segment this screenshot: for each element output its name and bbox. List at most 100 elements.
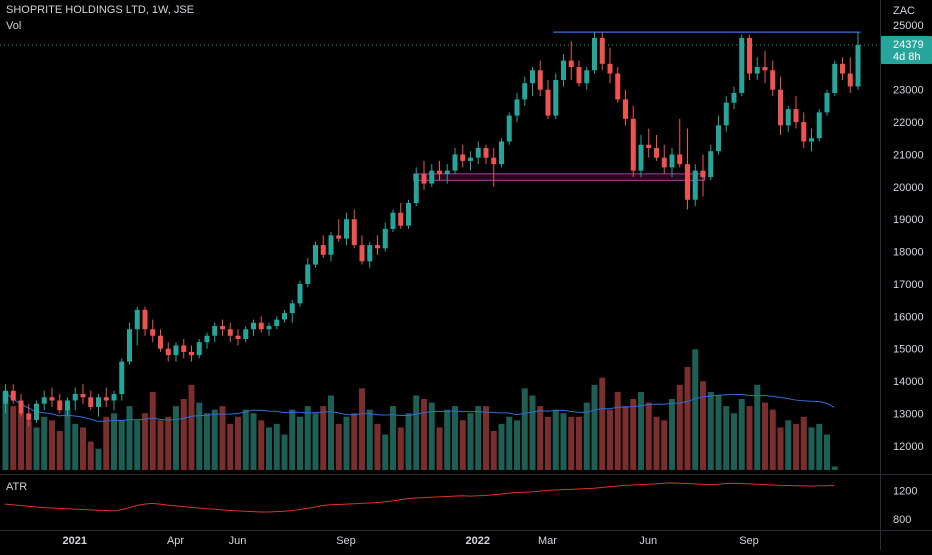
candle-body (189, 351, 194, 356)
volume-bar (638, 391, 644, 470)
candle-body (754, 67, 760, 74)
candle-body (57, 400, 63, 411)
candle (127, 322, 132, 365)
candle-body (731, 92, 737, 103)
volume-bar (289, 409, 296, 470)
volume-bar (33, 427, 40, 470)
candle (41, 390, 47, 411)
candle-body (770, 70, 776, 90)
support-zone-box (413, 173, 705, 181)
atr-label[interactable]: ATR (6, 481, 28, 493)
volume-bar (428, 402, 435, 470)
volume-bar (320, 406, 327, 470)
candle (514, 92, 520, 123)
candle (568, 41, 574, 80)
candle (382, 222, 388, 252)
volume-bar (622, 406, 629, 470)
volume-bar (591, 384, 598, 470)
candle (770, 60, 776, 97)
volume-bar (521, 388, 528, 470)
candle (630, 105, 636, 178)
candle (576, 60, 582, 87)
volume-bar (669, 399, 675, 470)
time-tick-label: Apr (167, 535, 184, 547)
candle (677, 118, 683, 168)
volume-bar (2, 391, 9, 470)
candle-body (235, 335, 241, 339)
candle (72, 387, 78, 411)
candle (483, 144, 489, 165)
candle-body (793, 109, 799, 123)
candle (142, 306, 148, 336)
volume-bar (444, 409, 451, 470)
volume-bar (41, 416, 48, 470)
candle (747, 34, 752, 80)
candle (491, 147, 497, 187)
candle (452, 147, 458, 174)
candle (816, 109, 822, 142)
candle (669, 147, 675, 178)
candle-body (840, 63, 845, 74)
volume-bar (173, 406, 179, 470)
candle (57, 394, 63, 414)
volume-bar (304, 406, 311, 470)
atr-tick-label: 800 (893, 514, 911, 526)
time-tick-label: 2021 (63, 535, 87, 547)
volume-bar (831, 466, 838, 470)
candle-body (344, 219, 349, 239)
candle (847, 57, 853, 93)
candle (654, 135, 659, 161)
volume-bar (576, 416, 582, 470)
candle (251, 319, 256, 336)
volume-bar (343, 416, 350, 470)
volume-bar (436, 427, 443, 470)
candle-body (282, 313, 287, 320)
price-tick-label: 13000 (893, 408, 924, 420)
volume-bar (769, 409, 776, 470)
candle (646, 128, 652, 158)
candle-body (41, 397, 47, 404)
candle (607, 47, 613, 84)
time-tick-label: Sep (336, 535, 356, 547)
volume-label[interactable]: Vol (6, 20, 22, 32)
candle (762, 50, 768, 84)
volume-bar (746, 406, 753, 470)
candle-body (251, 322, 256, 330)
volume-bar (297, 416, 303, 470)
candle (351, 209, 357, 249)
support-zone (413, 173, 705, 181)
candle-body (452, 154, 458, 171)
candle (832, 60, 838, 97)
volume-bar (250, 413, 257, 470)
volume-ma-path (4, 391, 835, 422)
candle-body (258, 322, 264, 330)
candle (390, 209, 396, 233)
candle (785, 105, 791, 132)
candle-body (165, 348, 171, 356)
volume-bar (785, 420, 792, 470)
candle (754, 57, 760, 80)
volume-bars (2, 349, 838, 470)
volume-bar (614, 391, 621, 470)
candle-body (530, 70, 535, 84)
candle (243, 326, 249, 343)
candle (103, 387, 109, 407)
volume-bar (583, 402, 590, 470)
candle-body (421, 173, 427, 184)
candle-body (708, 151, 714, 178)
candle (739, 34, 745, 97)
candle-body (468, 157, 473, 161)
candle (460, 144, 466, 168)
volume-bar (552, 409, 559, 470)
candle (258, 316, 264, 333)
volume-bar (467, 413, 474, 470)
volume-bar (95, 448, 102, 470)
candle-body (111, 394, 117, 401)
candle-body (26, 413, 32, 420)
volume-bar (382, 434, 389, 470)
candle (196, 338, 202, 359)
volume-bar (630, 399, 637, 470)
candle-body (685, 164, 690, 200)
